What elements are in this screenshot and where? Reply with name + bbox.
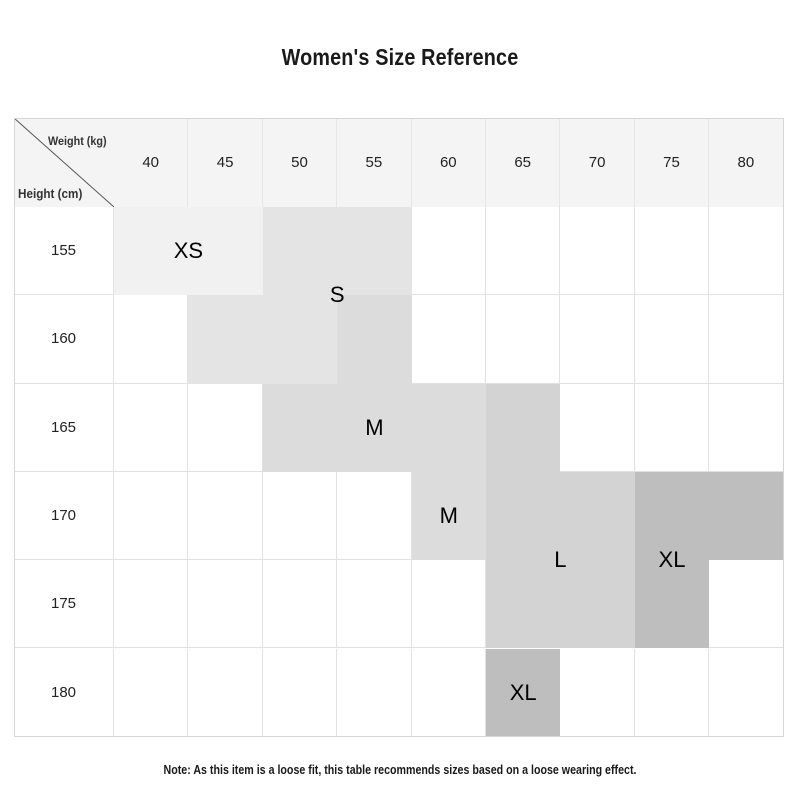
size-cell-r2-c5 (486, 383, 561, 472)
size-cell-r5-c6 (560, 648, 635, 737)
size-cell-r0-c6 (560, 207, 635, 296)
size-region-label-2: M (365, 414, 384, 440)
size-cell-r3-c5 (486, 471, 561, 561)
size-cell-r4-c4 (411, 560, 486, 649)
size-region-label-6: XL (509, 679, 537, 705)
height-row-label-2: 165 (14, 383, 114, 472)
size-cell-r0-c8 (709, 207, 784, 296)
size-cell-r0-c4 (411, 207, 486, 296)
weight-header-3: 55 (337, 118, 412, 207)
size-cell-r0-c0 (114, 207, 189, 296)
size-region-label-1: S (329, 282, 345, 308)
size-region-label-4: L (554, 547, 567, 573)
weight-header-1: 45 (188, 118, 263, 207)
size-cell-r3-c4 (411, 471, 486, 561)
weight-header-5: 65 (486, 118, 561, 207)
height-row-label-5: 180 (14, 648, 114, 737)
weight-header-4: 60 (411, 118, 486, 207)
size-cell-r1-c5 (486, 295, 561, 384)
size-cell-r2-c1 (188, 383, 263, 472)
size-cell-r1-c0 (114, 295, 189, 384)
size-cell-r5-c3 (337, 648, 412, 737)
size-cell-r0-c7 (634, 207, 710, 296)
size-cell-r5-c1 (188, 648, 263, 737)
size-cell-r3-c3 (337, 471, 412, 561)
weight-axis-label: Weight (kg) (48, 134, 107, 148)
size-region-label-3: M (439, 503, 458, 529)
size-region-label-5: XL (658, 547, 686, 573)
size-cell-r5-c8 (709, 648, 784, 737)
size-cell-r3-c1 (188, 471, 263, 561)
size-cell-r3-c2 (262, 471, 338, 561)
size-region-label-0: XS (173, 238, 204, 264)
size-cell-r4-c5 (486, 560, 561, 649)
size-cell-r4-c3 (337, 560, 412, 649)
height-axis-label: Height (cm) (18, 186, 83, 201)
size-cell-r2-c2 (262, 383, 338, 472)
size-cell-r2-c7 (634, 383, 710, 472)
weight-header-2: 50 (262, 118, 338, 207)
corner-diagonal-line (14, 118, 114, 207)
size-cell-r1-c3 (337, 295, 412, 384)
height-row-label-3: 170 (14, 471, 114, 561)
size-cell-r0-c2 (262, 207, 338, 296)
size-cell-r1-c4 (411, 295, 486, 384)
table-corner-header: Weight (kg) Height (cm) (14, 118, 114, 207)
size-cell-r4-c7 (634, 560, 710, 649)
size-cell-r2-c8 (709, 383, 784, 472)
weight-header-6: 70 (560, 118, 635, 207)
size-cell-r3-c7 (634, 471, 710, 561)
size-cell-r4-c8 (709, 560, 784, 649)
fit-note: Note: As this item is a loose fit, this … (163, 762, 637, 777)
size-cell-r0-c3 (337, 207, 412, 296)
size-cell-r3-c6 (560, 471, 635, 561)
size-table: Weight (kg) Height (cm) 40 45 50 55 60 65 70 75… (14, 118, 784, 737)
size-cell-r4-c0 (114, 560, 189, 649)
size-cell-r2-c4 (411, 383, 486, 472)
size-cell-r1-c6 (560, 295, 635, 384)
size-cell-r4-c6 (560, 560, 635, 649)
size-cell-r5-c4 (411, 648, 486, 737)
size-cell-r3-c0 (114, 471, 189, 561)
size-cell-r5-c5 (486, 648, 561, 737)
size-cell-r5-c7 (634, 648, 710, 737)
size-cell-r4-c1 (188, 560, 263, 649)
height-row-label-4: 175 (14, 560, 114, 649)
height-row-label-0: 155 (14, 207, 114, 296)
size-cell-r1-c2 (262, 295, 338, 384)
size-cell-r0-c5 (486, 207, 561, 296)
size-cell-r5-c2 (262, 648, 338, 737)
size-cell-r2-c0 (114, 383, 189, 472)
weight-header-0: 40 (114, 118, 189, 207)
height-row-label-1: 160 (14, 295, 114, 384)
size-cell-r2-c3 (337, 383, 412, 472)
size-cell-r3-c8 (709, 471, 784, 561)
weight-header-8: 80 (709, 118, 784, 207)
size-cell-r1-c1 (188, 295, 263, 384)
size-cell-r1-c7 (634, 295, 710, 384)
size-cell-r1-c8 (709, 295, 784, 384)
size-cell-r0-c1 (188, 207, 263, 296)
size-cell-r2-c6 (560, 383, 635, 472)
chart-title: Women's Size Reference (281, 44, 519, 70)
size-cell-r5-c0 (114, 648, 189, 737)
weight-header-7: 75 (634, 118, 710, 207)
size-cell-r4-c2 (262, 560, 338, 649)
